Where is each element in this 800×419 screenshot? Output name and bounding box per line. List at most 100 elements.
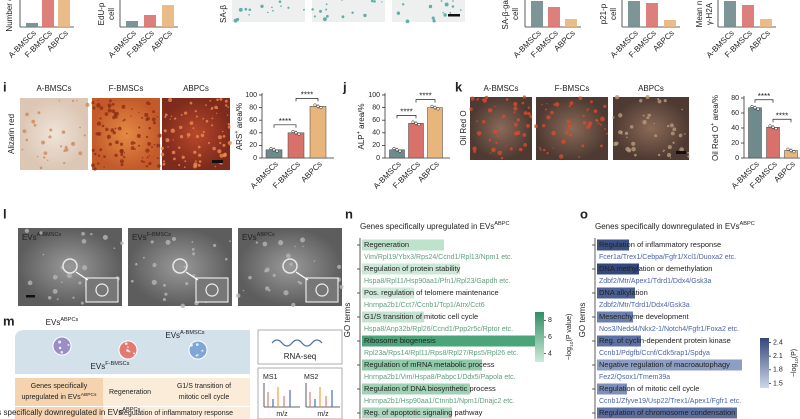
superscript: + xyxy=(234,130,240,133)
texture xyxy=(459,9,462,11)
texture xyxy=(581,144,585,148)
texture xyxy=(107,137,110,140)
y-axis-title: ARS+ area/% xyxy=(234,103,244,150)
texture xyxy=(122,156,126,159)
x-tick-label: ABPCs xyxy=(299,160,324,185)
texture xyxy=(589,100,593,104)
texture xyxy=(119,148,124,154)
data-dot xyxy=(786,147,790,151)
texture xyxy=(126,349,129,352)
texture xyxy=(58,340,62,344)
texture xyxy=(294,245,296,248)
texture xyxy=(227,125,231,129)
y-tick-label: 0 xyxy=(735,155,739,162)
texture xyxy=(492,129,498,134)
micrograph xyxy=(536,97,608,160)
significance: **** xyxy=(758,92,770,101)
texture xyxy=(162,160,166,163)
texture xyxy=(629,125,634,129)
texture xyxy=(136,133,141,138)
texture xyxy=(496,135,499,138)
texture xyxy=(52,288,58,294)
texture xyxy=(66,273,72,279)
text-part: ARS xyxy=(235,134,244,150)
texture xyxy=(145,165,149,168)
texture xyxy=(373,0,376,3)
texture xyxy=(114,127,117,130)
texture xyxy=(37,111,41,115)
texture xyxy=(663,149,665,152)
texture xyxy=(56,298,59,301)
texture xyxy=(141,116,144,119)
texture xyxy=(78,281,82,285)
texture xyxy=(63,162,66,165)
texture xyxy=(248,8,252,12)
texture xyxy=(235,293,241,298)
texture xyxy=(195,115,198,118)
texture xyxy=(666,124,670,128)
texture xyxy=(121,104,126,109)
texture xyxy=(184,160,187,163)
texture xyxy=(170,115,173,117)
texture xyxy=(148,155,151,157)
texture xyxy=(618,130,623,135)
inset xyxy=(85,277,119,303)
texture xyxy=(49,128,53,132)
texture xyxy=(156,143,161,148)
bar xyxy=(408,123,424,159)
texture xyxy=(642,120,647,125)
superscript: ABPCs xyxy=(122,407,140,413)
table-cell xyxy=(103,378,158,406)
texture xyxy=(267,11,269,14)
go-bar xyxy=(597,383,627,395)
texture xyxy=(156,115,159,118)
texture xyxy=(213,243,217,248)
texture xyxy=(167,146,169,148)
rna-strand xyxy=(271,339,323,347)
texture xyxy=(151,279,157,285)
texture xyxy=(197,354,199,356)
gene-list: Hnrnpa2b1/Cct7/Ccnb1/Tcp1/Atrx/Cct6 xyxy=(364,302,485,309)
ev-label: EVsF-BMSCs xyxy=(91,361,130,371)
texture xyxy=(33,123,37,127)
arrow xyxy=(75,271,89,281)
go-bar xyxy=(362,263,460,275)
data-dot xyxy=(297,132,301,136)
texture xyxy=(194,110,197,113)
data-dot xyxy=(792,150,796,154)
superscript: + xyxy=(710,123,716,126)
panel-label: k xyxy=(455,79,463,94)
y-axis-title: cell xyxy=(511,8,520,20)
texture xyxy=(76,100,78,102)
colorbar-tick-label: 1.5 xyxy=(773,380,783,387)
texture xyxy=(181,155,185,159)
data-dot xyxy=(313,103,317,107)
image-title: EVsA-BMSCs xyxy=(22,232,61,242)
texture xyxy=(170,128,175,133)
texture xyxy=(325,8,328,11)
texture xyxy=(27,280,33,286)
texture xyxy=(339,285,344,289)
texture xyxy=(119,159,124,164)
data-dot xyxy=(398,149,402,153)
texture xyxy=(112,131,116,135)
texture xyxy=(431,16,435,20)
texture xyxy=(47,295,52,300)
texture xyxy=(217,135,223,140)
gene-list: Hnrnpa2b1/Hsp90aa1/Ctnnb1/Npm1/Dnajc2 et… xyxy=(364,398,515,405)
texture xyxy=(71,142,74,145)
texture xyxy=(152,110,155,114)
panel-label: j xyxy=(342,79,347,94)
vesicle xyxy=(282,258,298,274)
texture xyxy=(211,124,214,127)
texture xyxy=(285,253,291,259)
texture xyxy=(162,162,166,166)
texture xyxy=(302,245,304,248)
texture xyxy=(612,116,615,119)
texture xyxy=(108,99,112,103)
texture xyxy=(81,239,87,244)
texture xyxy=(114,111,119,116)
data-dot xyxy=(756,107,760,111)
superscript: ABPCs xyxy=(60,317,78,323)
data-dot xyxy=(316,104,320,108)
